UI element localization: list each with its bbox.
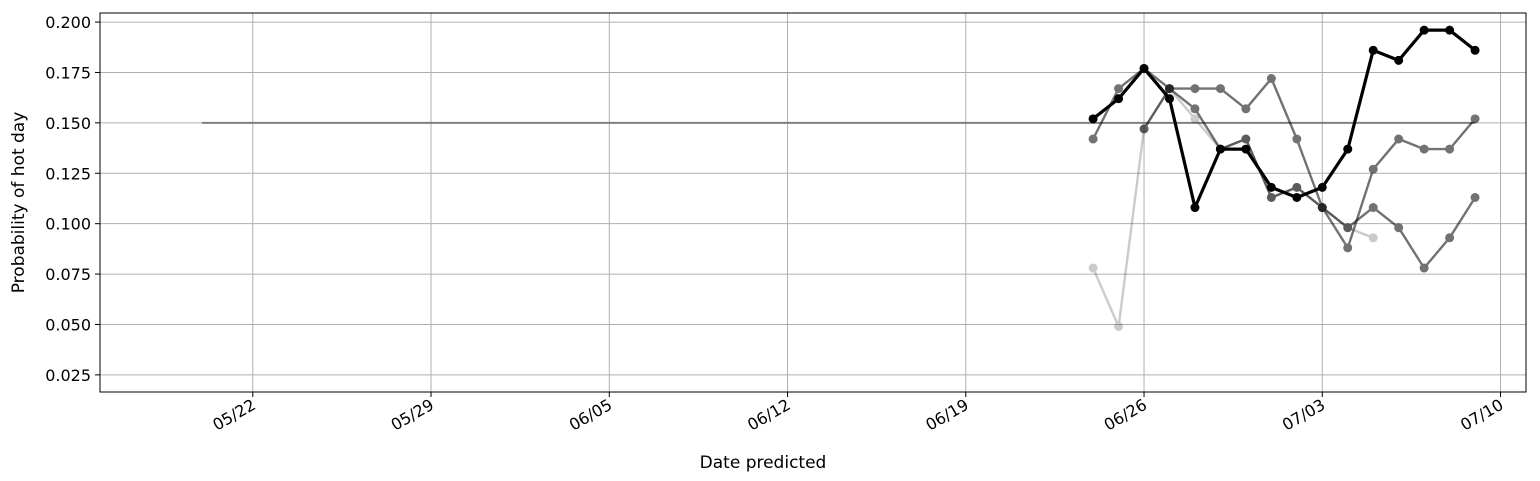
- data-point: [1114, 94, 1124, 104]
- data-point: [1368, 233, 1378, 243]
- data-point: [1165, 94, 1174, 104]
- data-point: [1317, 203, 1327, 213]
- data-point: [1368, 203, 1378, 213]
- y-tick-label: 0.075: [45, 265, 91, 284]
- y-tick-label: 0.050: [45, 315, 91, 334]
- data-point: [1317, 182, 1327, 192]
- data-point: [1088, 134, 1098, 144]
- data-point: [1266, 182, 1276, 192]
- data-point: [1368, 164, 1378, 174]
- data-point: [1445, 25, 1455, 35]
- data-point: [1419, 263, 1429, 273]
- data-point: [1445, 144, 1455, 154]
- series-layer: [1088, 25, 1480, 331]
- data-point: [1445, 233, 1455, 243]
- data-point: [1190, 84, 1200, 94]
- data-point: [1394, 223, 1404, 233]
- y-tick-label: 0.025: [45, 366, 91, 385]
- y-tick-label: 0.200: [45, 13, 91, 32]
- data-point: [1266, 74, 1276, 84]
- data-point: [1470, 114, 1480, 124]
- data-point: [1139, 63, 1149, 73]
- data-point: [1292, 134, 1302, 144]
- data-point: [1266, 192, 1276, 202]
- data-point: [1241, 104, 1251, 114]
- data-point: [1368, 45, 1378, 55]
- series-medium: [1139, 74, 1480, 253]
- data-point: [1241, 144, 1251, 154]
- series-bold: [1088, 25, 1480, 213]
- data-point: [1190, 104, 1200, 114]
- data-point: [1165, 84, 1174, 94]
- data-point: [1470, 192, 1480, 202]
- data-point: [1419, 144, 1429, 154]
- data-point: [1241, 134, 1251, 144]
- data-point: [1343, 243, 1353, 253]
- data-point: [1343, 144, 1353, 154]
- data-point: [1343, 223, 1353, 233]
- data-point: [1114, 321, 1124, 331]
- data-point: [1114, 84, 1124, 94]
- y-tick-label: 0.150: [45, 114, 91, 133]
- data-point: [1190, 203, 1200, 213]
- y-tick-label: 0.125: [45, 164, 91, 183]
- y-tick-label: 0.175: [45, 63, 91, 82]
- data-point: [1394, 134, 1404, 144]
- data-point: [1419, 25, 1429, 35]
- data-point: [1292, 182, 1302, 192]
- data-point: [1470, 45, 1480, 55]
- data-point: [1088, 263, 1098, 273]
- x-axis-label: Date predicted: [700, 453, 827, 473]
- y-tick-label: 0.100: [45, 215, 91, 234]
- y-axis-label: Probability of hot day: [9, 112, 29, 294]
- data-point: [1088, 114, 1098, 124]
- plot-frame: [99, 12, 1527, 393]
- data-point: [1190, 114, 1200, 124]
- data-point: [1292, 192, 1302, 202]
- data-point: [1139, 124, 1149, 134]
- data-point: [1215, 84, 1225, 94]
- data-point: [1215, 144, 1225, 154]
- series-line: [1092, 28, 1477, 210]
- data-point: [1394, 55, 1404, 65]
